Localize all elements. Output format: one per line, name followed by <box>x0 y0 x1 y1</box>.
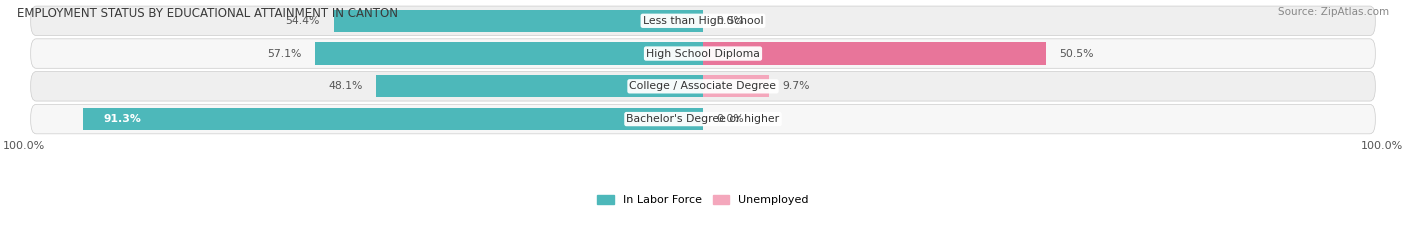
Text: Bachelor's Degree or higher: Bachelor's Degree or higher <box>627 114 779 124</box>
Text: 57.1%: 57.1% <box>267 48 302 58</box>
Bar <box>703 75 769 97</box>
FancyBboxPatch shape <box>31 72 1375 101</box>
Bar <box>377 75 703 97</box>
FancyBboxPatch shape <box>31 104 1375 134</box>
Text: 0.0%: 0.0% <box>717 114 744 124</box>
Text: Less than High School: Less than High School <box>643 16 763 26</box>
Text: 48.1%: 48.1% <box>329 81 363 91</box>
Text: College / Associate Degree: College / Associate Degree <box>630 81 776 91</box>
FancyBboxPatch shape <box>31 6 1375 36</box>
Text: 0.0%: 0.0% <box>717 16 744 26</box>
Legend: In Labor Force, Unemployed: In Labor Force, Unemployed <box>598 195 808 206</box>
Bar <box>333 10 703 32</box>
Bar <box>83 108 703 130</box>
Text: 50.5%: 50.5% <box>1060 48 1094 58</box>
Text: EMPLOYMENT STATUS BY EDUCATIONAL ATTAINMENT IN CANTON: EMPLOYMENT STATUS BY EDUCATIONAL ATTAINM… <box>17 7 398 20</box>
Bar <box>315 42 703 65</box>
FancyBboxPatch shape <box>31 39 1375 68</box>
Bar <box>703 42 1046 65</box>
Text: 91.3%: 91.3% <box>104 114 141 124</box>
Text: High School Diploma: High School Diploma <box>647 48 759 58</box>
Text: 54.4%: 54.4% <box>285 16 321 26</box>
Text: 9.7%: 9.7% <box>783 81 810 91</box>
Text: Source: ZipAtlas.com: Source: ZipAtlas.com <box>1278 7 1389 17</box>
